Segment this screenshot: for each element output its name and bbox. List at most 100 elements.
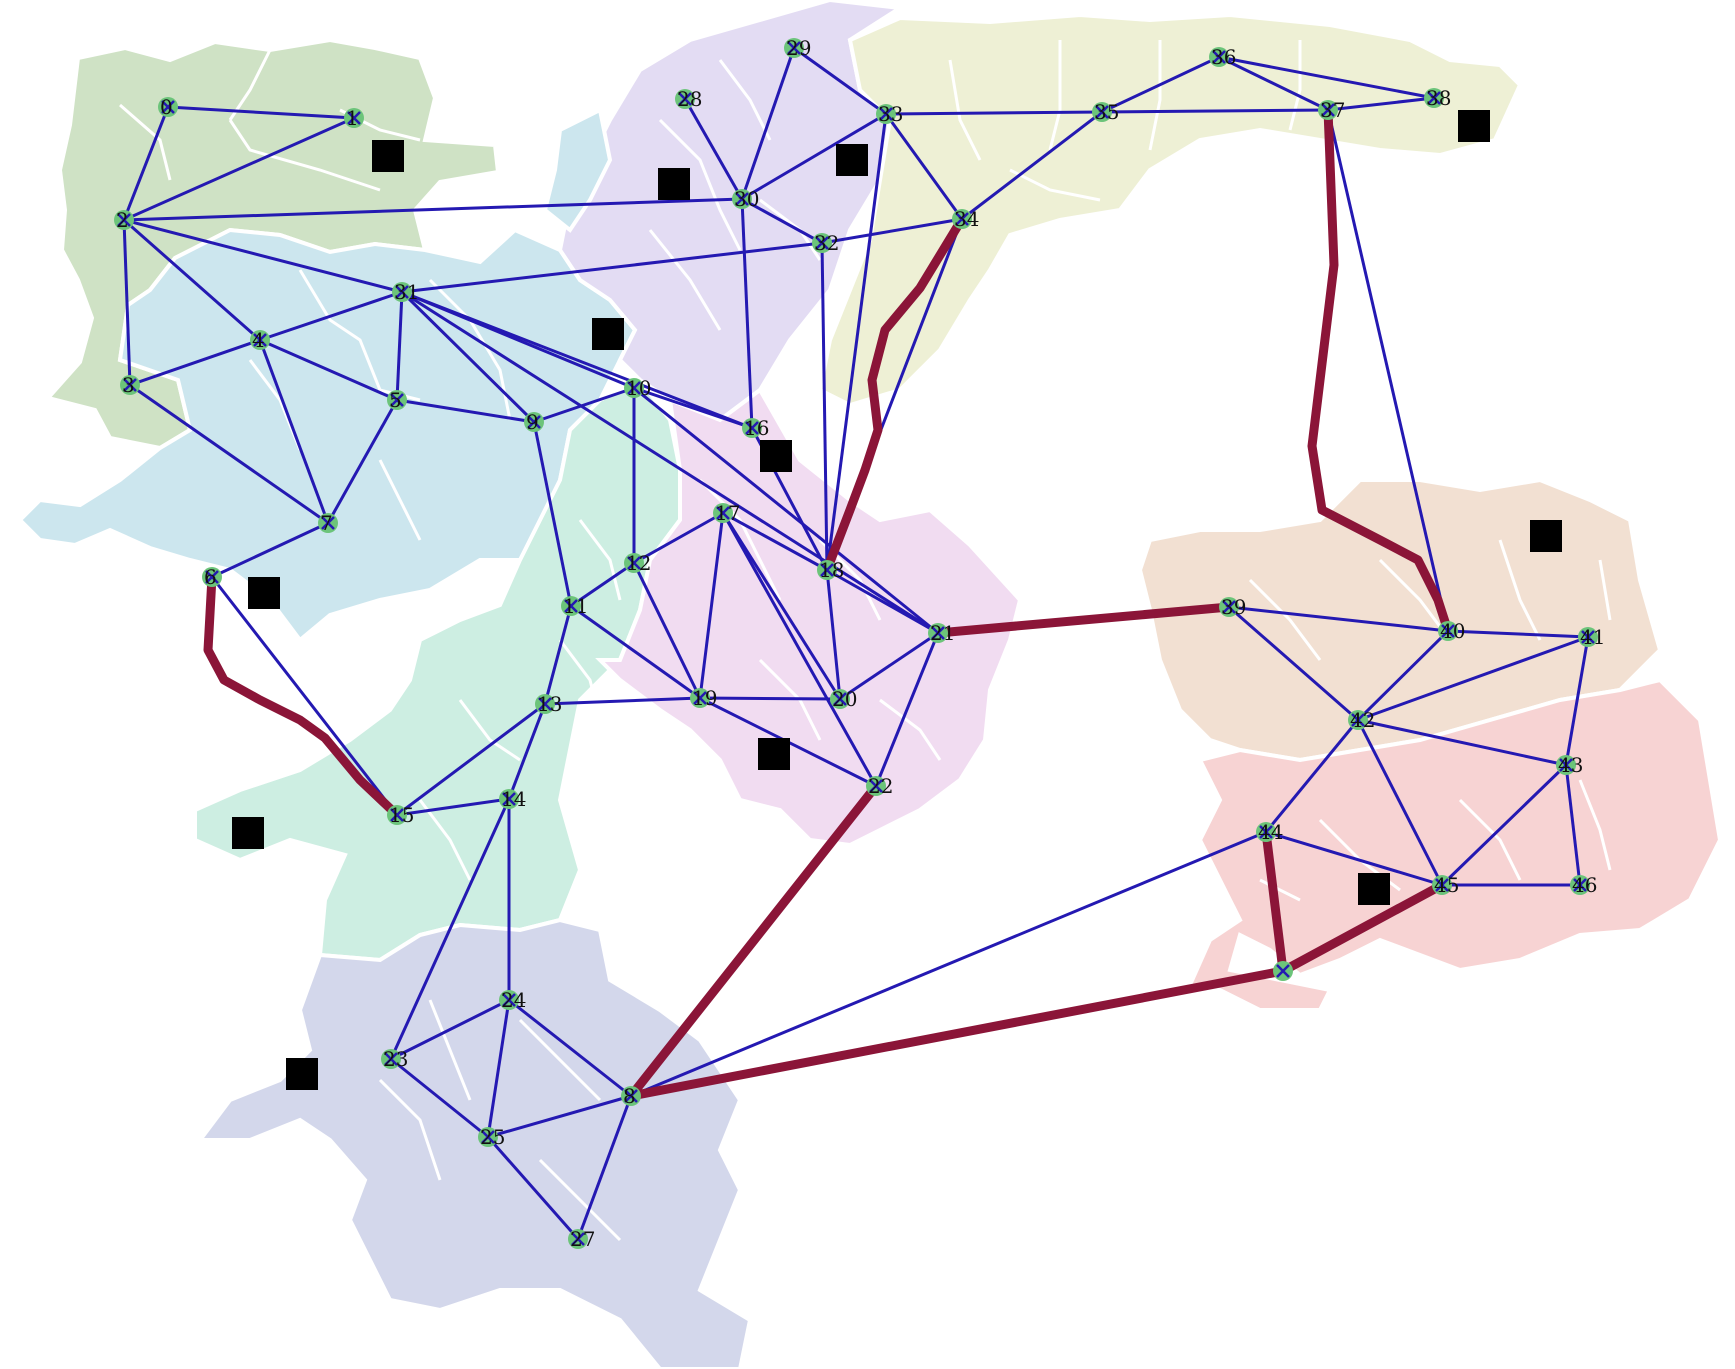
node-label: 15 — [389, 803, 414, 827]
edge-31-21 — [401, 290, 939, 635]
node-label: 24 — [501, 988, 526, 1012]
edge-44-45 — [1265, 830, 1443, 887]
node-label: 19 — [692, 686, 717, 710]
node-cross-icon — [205, 570, 219, 584]
node-label: 40 — [1440, 619, 1465, 643]
node-cross-icon — [693, 691, 707, 705]
node-0: 0 — [158, 95, 178, 119]
edge-5-9 — [396, 398, 535, 424]
node-5: 5 — [387, 388, 407, 412]
edge-4-31 — [259, 290, 403, 342]
edge-40-41 — [1447, 629, 1589, 639]
region-n-lavender — [557, 0, 906, 423]
edge-29-33 — [793, 46, 887, 116]
edge-14-23 — [389, 798, 511, 1060]
node-cross-icon — [787, 41, 801, 55]
node-cross-icon — [735, 192, 749, 206]
edge-16-31 — [401, 290, 753, 430]
node-2: 2 — [114, 208, 134, 232]
edge-33-18 — [825, 113, 888, 571]
node-label: 18 — [819, 558, 844, 582]
edge-24-25 — [486, 999, 511, 1138]
node-cross-icon — [1559, 758, 1573, 772]
node-cross-icon — [481, 1130, 495, 1144]
node-label: 21 — [930, 621, 955, 645]
node-30: 30 — [732, 187, 759, 211]
node-cross-icon — [123, 378, 137, 392]
node-label: 23 — [383, 1047, 408, 1071]
black-square-marker — [286, 1058, 318, 1090]
edge-24-8 — [508, 998, 632, 1098]
node-label: 38 — [1426, 86, 1451, 110]
edge-14-15 — [396, 797, 510, 817]
edge-6-15 — [210, 576, 399, 816]
node-label: 43 — [1558, 753, 1583, 777]
node-cross-icon — [1321, 103, 1335, 117]
node-cross-icon — [931, 626, 945, 640]
node-1: 1 — [344, 106, 364, 130]
node-45: 45 — [1432, 873, 1459, 897]
node-label: 37 — [1320, 98, 1345, 122]
node-cross-icon — [879, 107, 893, 121]
route-segment-5 — [1307, 105, 1453, 636]
node-17: 17 — [713, 501, 740, 525]
node-label: 7 — [320, 511, 333, 535]
node-label: 14 — [501, 787, 526, 811]
node-33: 33 — [876, 102, 903, 126]
node-cross-icon — [1435, 878, 1449, 892]
edge-35-37 — [1101, 108, 1329, 114]
edge-3-4 — [129, 338, 261, 387]
node-cross-icon — [321, 516, 335, 530]
node-label: 10 — [626, 376, 651, 400]
edge-36-37 — [1218, 55, 1329, 112]
node-36: 36 — [1209, 45, 1236, 69]
edge-29-30 — [740, 47, 796, 200]
node-cross-icon — [627, 381, 641, 395]
node-label: 22 — [868, 774, 893, 798]
route-segment-6 — [822, 214, 967, 575]
region-ne-yellow — [817, 12, 1523, 408]
node-38: 38 — [1424, 86, 1451, 110]
node-24: 24 — [499, 988, 526, 1012]
node-25: 25 — [478, 1125, 505, 1149]
edge-42-44 — [1264, 719, 1360, 833]
edge-4-7 — [258, 339, 330, 524]
node-cross-icon — [869, 779, 883, 793]
node-cross-icon — [815, 236, 829, 250]
edge-30-32 — [741, 197, 823, 245]
node-20: 20 — [830, 687, 857, 711]
node-13: 13 — [535, 692, 562, 716]
edge-18-20 — [825, 569, 842, 700]
edge-37-40 — [1326, 109, 1450, 632]
edge-42-43 — [1357, 718, 1567, 767]
node-label: 11 — [563, 594, 588, 618]
edge-31-32 — [401, 241, 823, 294]
node-35: 35 — [1092, 100, 1119, 124]
node-cross-icon — [1259, 825, 1273, 839]
node-label: 4 — [252, 328, 265, 352]
route-segment-1 — [626, 781, 881, 1101]
edge-5-31 — [395, 291, 404, 401]
edge-39-40 — [1228, 605, 1449, 633]
node-cross-icon — [1095, 105, 1109, 119]
node-cross-icon — [161, 100, 175, 114]
node-cross-icon — [1573, 878, 1587, 892]
edge-41-42 — [1357, 635, 1589, 722]
node-cross-icon — [347, 111, 361, 125]
edge-13-15 — [396, 702, 546, 817]
node-label: 6 — [204, 565, 217, 589]
edge-28-30 — [683, 98, 744, 200]
region-layer — [17, 0, 1723, 1369]
route-segment-4 — [933, 602, 1234, 638]
edge-16-30 — [740, 198, 754, 429]
edge-30-2 — [123, 197, 743, 222]
edge-35-36 — [1101, 55, 1220, 114]
node-cross-icon — [390, 393, 404, 407]
region-teal-strip — [542, 107, 613, 233]
node-cross-icon — [253, 333, 267, 347]
node-label: 30 — [734, 187, 759, 211]
node-label: 44 — [1258, 820, 1283, 844]
edge-2-3 — [122, 219, 132, 386]
node-label: 35 — [1094, 100, 1119, 124]
